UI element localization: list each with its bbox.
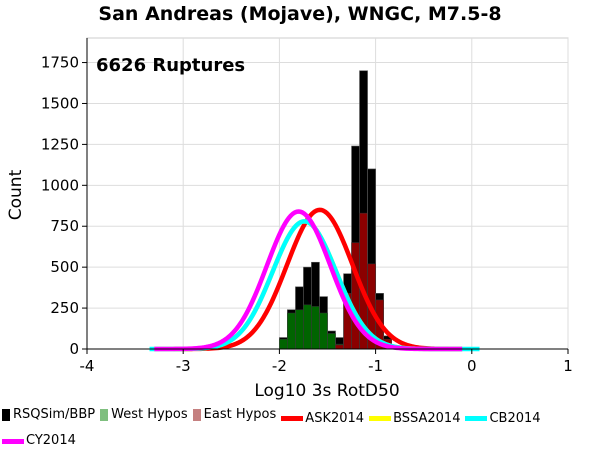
legend-item: East Hypos — [192, 404, 277, 426]
legend-item: CB2014 — [465, 408, 541, 430]
legend-label: CB2014 — [489, 410, 541, 426]
legend-swatch — [369, 416, 392, 421]
y-tick-label: 0 — [69, 340, 79, 358]
legend-item: CY2014 — [2, 430, 76, 452]
y-tick-label: 1250 — [41, 135, 79, 153]
bar-west — [287, 312, 296, 350]
rupture-count-annotation: 6626 Ruptures — [96, 55, 245, 76]
legend-item: RSQSim/BBP — [2, 404, 95, 426]
bar-west — [327, 333, 336, 350]
legend-label: East Hypos — [203, 407, 277, 422]
bar-east — [335, 344, 344, 350]
legend-label: ASK2014 — [305, 410, 365, 426]
chart-title: San Andreas (Mojave), WNGC, M7.5-8 — [98, 3, 501, 25]
y-axis-label: Count — [6, 169, 26, 220]
legend-swatch — [2, 409, 10, 421]
bar-east — [351, 242, 360, 350]
x-tick-label: -1 — [368, 357, 383, 375]
bar-west — [319, 312, 328, 350]
axes: -4 -3 -2 -1 0 1 0 250 500 750 1000 1250 1500 1750 — [41, 38, 573, 375]
bar-west — [311, 306, 320, 350]
legend-label: CY2014 — [26, 433, 76, 448]
y-tick-label: 500 — [50, 258, 79, 276]
legend-label: BSSA2014 — [393, 410, 461, 426]
legend-label: RSQSim/BBP — [13, 407, 96, 422]
x-tick-label: 1 — [563, 357, 573, 375]
y-tick-label: 1000 — [41, 176, 79, 194]
y-tick-label: 750 — [50, 217, 79, 235]
y-tick-label: 250 — [50, 299, 79, 317]
legend-item: ASK2014 — [281, 408, 364, 430]
y-tick-label: 1750 — [41, 54, 79, 72]
x-axis-label: Log10 3s RotD50 — [254, 381, 399, 401]
legend-swatch — [192, 409, 201, 421]
legend: RSQSim/BBP West Hypos East Hypos ASK2014 BSS… — [2, 404, 598, 452]
bar-west — [303, 304, 312, 350]
legend-swatch — [281, 416, 304, 421]
x-tick-label: 0 — [467, 357, 477, 375]
legend-swatch — [100, 409, 109, 421]
x-tick-label: -2 — [272, 357, 287, 375]
legend-item: BSSA2014 — [369, 408, 460, 430]
bar-west — [279, 338, 288, 350]
chart: San Andreas (Mojave), WNGC, M7.5-8 -4 -3-… — [6, 3, 573, 401]
legend-swatch — [465, 416, 488, 421]
x-tick-label: -3 — [176, 357, 191, 375]
legend-item: West Hypos — [100, 404, 188, 426]
x-tick-label: -4 — [80, 357, 95, 375]
y-tick-label: 1500 — [41, 94, 79, 112]
bar-west — [295, 309, 304, 350]
legend-swatch — [2, 438, 24, 444]
legend-label: West Hypos — [111, 407, 188, 422]
